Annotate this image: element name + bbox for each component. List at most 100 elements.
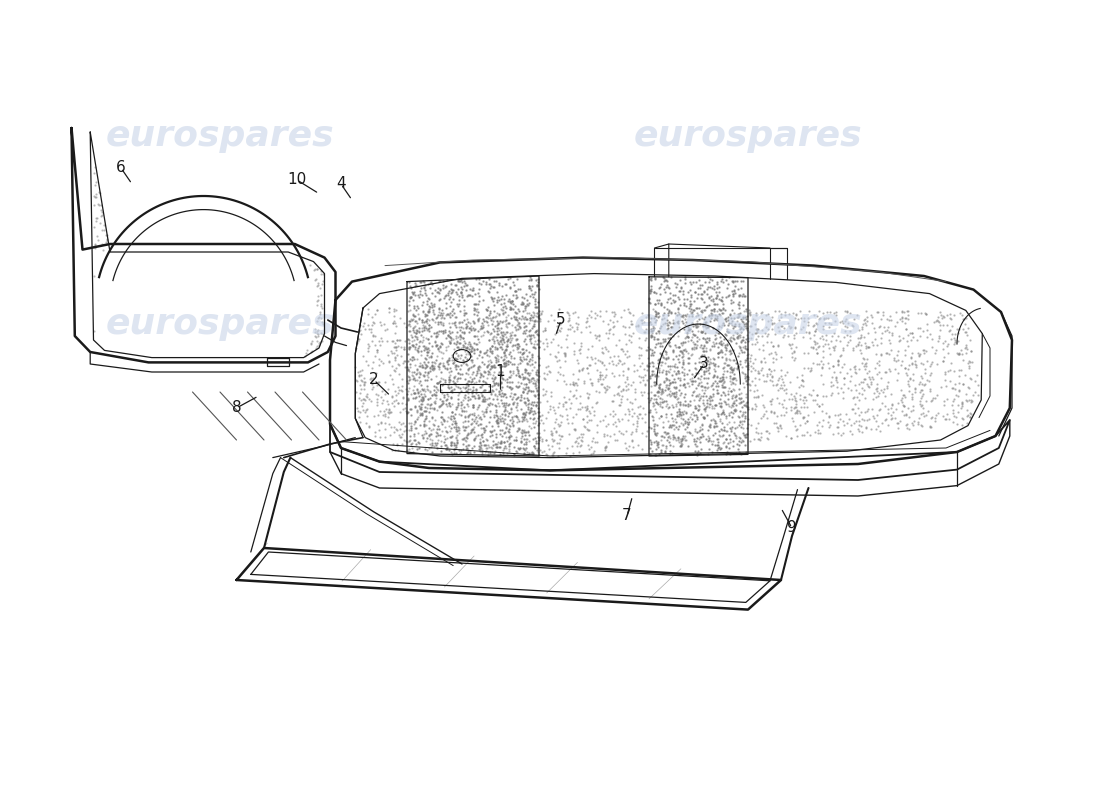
Point <box>664 344 682 357</box>
Point <box>658 373 675 386</box>
Point <box>733 366 750 378</box>
Point <box>490 397 507 410</box>
Point <box>440 324 458 337</box>
Point <box>755 410 772 422</box>
Point <box>447 441 464 454</box>
Point <box>719 393 737 406</box>
Point <box>883 398 901 410</box>
Point <box>922 421 939 434</box>
Point <box>696 310 714 323</box>
Point <box>648 395 666 408</box>
Point <box>360 420 377 433</box>
Point <box>508 338 526 350</box>
Point <box>741 383 759 396</box>
Point <box>395 390 412 403</box>
Point <box>739 413 757 426</box>
Point <box>670 340 688 353</box>
Point <box>728 357 746 370</box>
Point <box>473 369 491 382</box>
Point <box>440 419 458 432</box>
Point <box>354 319 372 332</box>
Point <box>522 395 540 408</box>
Point <box>966 374 983 387</box>
Point <box>756 352 773 365</box>
Point <box>737 319 755 332</box>
Point <box>438 400 455 413</box>
Point <box>564 378 582 390</box>
Point <box>794 311 812 324</box>
Point <box>503 382 520 394</box>
Point <box>692 356 710 369</box>
Point <box>672 438 690 451</box>
Point <box>497 398 515 411</box>
Point <box>672 411 690 424</box>
Point <box>636 408 653 421</box>
Point <box>485 373 503 386</box>
Point <box>696 371 714 384</box>
Point <box>417 385 434 398</box>
Point <box>785 312 803 325</box>
Point <box>901 410 918 423</box>
Point <box>949 406 967 418</box>
Point <box>374 357 392 370</box>
Point <box>670 303 688 316</box>
Point <box>949 348 967 361</box>
Point <box>355 394 373 407</box>
Point <box>675 377 693 390</box>
Point <box>663 320 681 333</box>
Point <box>738 360 756 373</box>
Point <box>482 278 499 290</box>
Point <box>661 332 679 345</box>
Point <box>376 387 394 400</box>
Point <box>722 370 739 382</box>
Point <box>508 416 526 429</box>
Point <box>464 401 482 414</box>
Point <box>704 308 722 321</box>
Point <box>417 353 434 366</box>
Point <box>424 446 441 458</box>
Point <box>734 426 751 439</box>
Point <box>353 363 371 376</box>
Point <box>860 381 878 394</box>
Point <box>716 386 734 399</box>
Point <box>641 434 659 446</box>
Point <box>463 408 481 421</box>
Point <box>675 369 693 382</box>
Point <box>421 433 439 446</box>
Point <box>825 326 843 339</box>
Point <box>672 310 690 322</box>
Point <box>517 412 535 425</box>
Point <box>544 449 562 462</box>
Point <box>705 314 723 326</box>
Point <box>804 320 822 333</box>
Point <box>962 394 980 407</box>
Point <box>821 362 838 374</box>
Point <box>580 358 597 371</box>
Point <box>411 374 429 387</box>
Point <box>725 322 742 334</box>
Point <box>710 435 727 448</box>
Point <box>710 359 727 372</box>
Point <box>453 322 471 334</box>
Point <box>527 435 544 448</box>
Point <box>695 398 713 411</box>
Point <box>935 342 953 355</box>
Point <box>735 341 752 354</box>
Point <box>834 343 851 356</box>
Point <box>411 275 429 288</box>
Point <box>398 388 416 401</box>
Point <box>679 439 696 452</box>
Point <box>769 420 786 433</box>
Point <box>621 378 639 391</box>
Point <box>637 429 654 442</box>
Point <box>573 401 591 414</box>
Point <box>452 342 470 354</box>
Point <box>829 386 847 399</box>
Point <box>410 400 428 413</box>
Point <box>781 322 799 334</box>
Point <box>408 317 426 330</box>
Point <box>890 397 908 410</box>
Point <box>773 382 791 394</box>
Point <box>692 380 710 393</box>
Point <box>437 290 454 302</box>
